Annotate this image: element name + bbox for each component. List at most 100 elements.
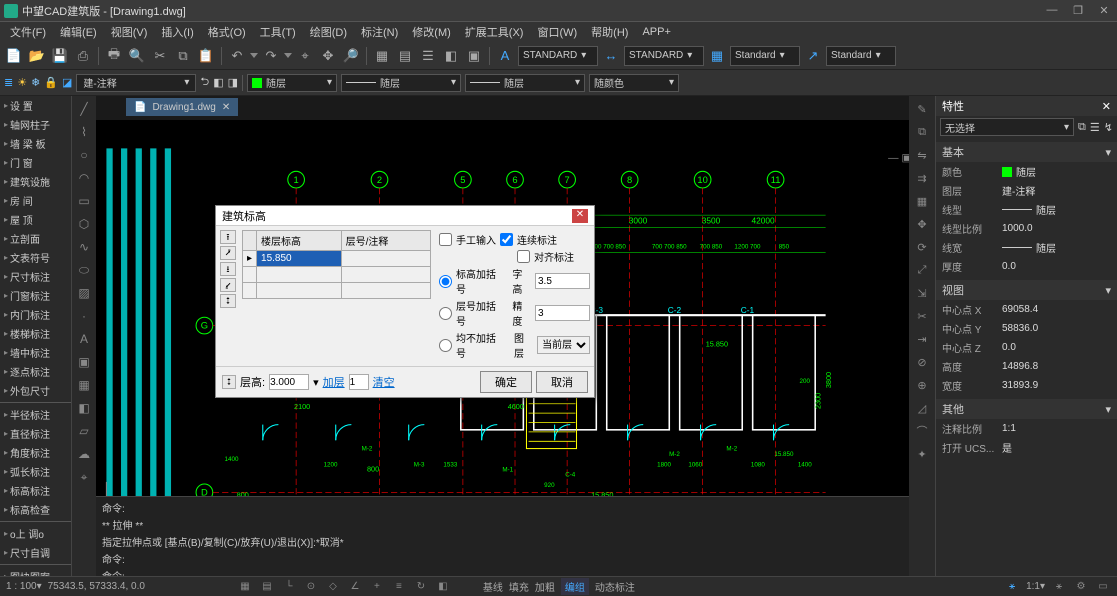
left-tool-item[interactable]: 墙中标注: [0, 343, 71, 362]
trim-icon[interactable]: ✂: [912, 306, 932, 326]
elev-cell[interactable]: [257, 267, 342, 283]
menu-item[interactable]: 窗口(W): [531, 22, 583, 42]
new-icon[interactable]: 📄: [4, 46, 24, 66]
menu-item[interactable]: 视图(V): [105, 22, 154, 42]
prop-thickness[interactable]: 0.0: [1002, 259, 1111, 274]
left-tool-item[interactable]: 建筑设施: [0, 172, 71, 191]
cycle-icon[interactable]: ↻: [413, 579, 429, 595]
mirror-icon[interactable]: ⇋: [912, 145, 932, 165]
elev-cell[interactable]: [257, 283, 342, 299]
saveall-icon[interactable]: ⎙: [73, 46, 93, 66]
prop-linetype[interactable]: 随层: [1002, 202, 1111, 217]
polygon-icon[interactable]: ⬡: [74, 214, 94, 234]
ws-icon[interactable]: ⚙: [1073, 579, 1089, 595]
dimstyle-icon[interactable]: ↔: [601, 46, 621, 66]
left-tool-item[interactable]: 外包尺寸: [0, 381, 71, 400]
note-cell[interactable]: [341, 283, 430, 299]
preview-icon[interactable]: 🔍: [127, 46, 147, 66]
status-annoscale[interactable]: 1:1▾: [1026, 581, 1045, 592]
point-icon[interactable]: ·: [74, 306, 94, 326]
chk-align[interactable]: [517, 250, 530, 263]
chk-manual[interactable]: [439, 233, 452, 246]
menu-item[interactable]: 文件(F): [4, 22, 52, 42]
offset-icon[interactable]: ⇉: [912, 168, 932, 188]
current-layer-combo[interactable]: 建-注释: [76, 74, 196, 92]
erase-icon[interactable]: ✎: [912, 99, 932, 119]
left-tool-item[interactable]: 逐点标注: [0, 362, 71, 381]
grid-toggle-icon[interactable]: ▦: [237, 579, 253, 595]
status-mode[interactable]: 基线: [483, 579, 503, 594]
left-tool-item[interactable]: 尺寸标注: [0, 267, 71, 286]
document-tab[interactable]: 📄 Drawing1.dwg ✕: [126, 98, 238, 116]
tablestyle-combo[interactable]: Standard: [730, 46, 800, 66]
pickadd-icon[interactable]: ☰: [1090, 121, 1100, 134]
left-tool-item[interactable]: o上 调o: [0, 524, 71, 543]
quickselect-icon[interactable]: ⧉: [1078, 121, 1086, 134]
sun-icon[interactable]: ☀: [17, 76, 27, 89]
left-tool-item[interactable]: 门 窗: [0, 153, 71, 172]
cleanscreen-icon[interactable]: ▭: [1095, 579, 1111, 595]
layer-icon[interactable]: ◧: [441, 46, 461, 66]
open-icon[interactable]: 📂: [27, 46, 47, 66]
dialog-close-icon[interactable]: ✕: [572, 209, 588, 223]
left-tool-item[interactable]: 立剖面: [0, 229, 71, 248]
table-icon[interactable]: ▤: [395, 46, 415, 66]
cut-icon[interactable]: ✂: [150, 46, 170, 66]
lwt-toggle-icon[interactable]: ≡: [391, 579, 407, 595]
dimstyle-combo[interactable]: STANDARD: [624, 46, 704, 66]
block-icon[interactable]: ▣: [464, 46, 484, 66]
redo-icon[interactable]: ↷: [261, 46, 281, 66]
hatch-icon[interactable]: ▨: [74, 283, 94, 303]
annoscale-icon[interactable]: ⚹: [1004, 579, 1020, 595]
left-tool-item[interactable]: 标高标注: [0, 481, 71, 500]
left-tool-item[interactable]: 设 置: [0, 96, 71, 115]
print-icon[interactable]: 🖶: [104, 46, 124, 66]
section-view[interactable]: 视图: [936, 280, 1117, 300]
lock-icon[interactable]: 🔒: [44, 76, 58, 89]
prop-height[interactable]: 14896.8: [1002, 359, 1111, 374]
array-icon[interactable]: ▦: [912, 191, 932, 211]
menu-item[interactable]: 插入(I): [155, 22, 199, 42]
circle-icon[interactable]: ○: [74, 145, 94, 165]
lineweight-combo[interactable]: 随层: [465, 74, 585, 92]
color-combo[interactable]: 随层: [247, 74, 337, 92]
rad-elev-bracket[interactable]: [439, 275, 452, 288]
region-icon[interactable]: ◧: [74, 398, 94, 418]
restore-icon[interactable]: ❐: [1069, 4, 1087, 17]
clear-link[interactable]: 清空: [373, 374, 395, 390]
ok-button[interactable]: 确定: [480, 371, 532, 393]
menu-item[interactable]: 工具(T): [254, 22, 302, 42]
elev-cell[interactable]: 15.850: [257, 251, 342, 267]
layerstate-icon[interactable]: ◧: [213, 76, 223, 89]
status-mode[interactable]: 加粗: [535, 579, 555, 594]
section-basic[interactable]: 基本: [936, 142, 1117, 162]
arrow-downright-icon[interactable]: ⭹: [220, 278, 236, 292]
rad-floor-bracket[interactable]: [439, 307, 452, 320]
command-panel[interactable]: 命令: ** 拉伸 ** 指定拉伸点或 [基点(B)/复制(C)/放弃(U)/退…: [96, 496, 909, 576]
left-tool-item[interactable]: 轴网柱子: [0, 115, 71, 134]
polyline-icon[interactable]: ⌇: [74, 122, 94, 142]
prop-lineweight[interactable]: 随层: [1002, 240, 1111, 255]
menu-item[interactable]: 帮助(H): [585, 22, 634, 42]
arrow-upright-icon[interactable]: ⭷: [220, 246, 236, 260]
doc-tab-close-icon[interactable]: ✕: [222, 102, 230, 113]
fillet-icon[interactable]: ⌒: [912, 421, 932, 441]
note-cell[interactable]: [341, 251, 430, 267]
layer-select[interactable]: 当前层: [537, 336, 590, 354]
textstyle-combo[interactable]: STANDARD: [518, 46, 598, 66]
add-floor-link[interactable]: 加层: [323, 374, 345, 390]
spline-icon[interactable]: ∿: [74, 237, 94, 257]
floor-num-input[interactable]: [349, 374, 369, 390]
scale-icon[interactable]: ⤢: [912, 260, 932, 280]
copy2-icon[interactable]: ⧉: [912, 122, 932, 142]
ellipse-icon[interactable]: ⬭: [74, 260, 94, 280]
close-icon[interactable]: ✕: [1095, 4, 1113, 17]
polar-toggle-icon[interactable]: ⊙: [303, 579, 319, 595]
left-tool-item[interactable]: 半径标注: [0, 405, 71, 424]
selection-combo[interactable]: 无选择: [940, 118, 1074, 136]
stretch-icon[interactable]: ⇲: [912, 283, 932, 303]
dialog-titlebar[interactable]: 建筑标高 ✕: [216, 206, 594, 226]
chamfer-icon[interactable]: ◿: [912, 398, 932, 418]
left-tool-item[interactable]: 图块图案: [0, 567, 71, 576]
menu-item[interactable]: 标注(N): [355, 22, 404, 42]
